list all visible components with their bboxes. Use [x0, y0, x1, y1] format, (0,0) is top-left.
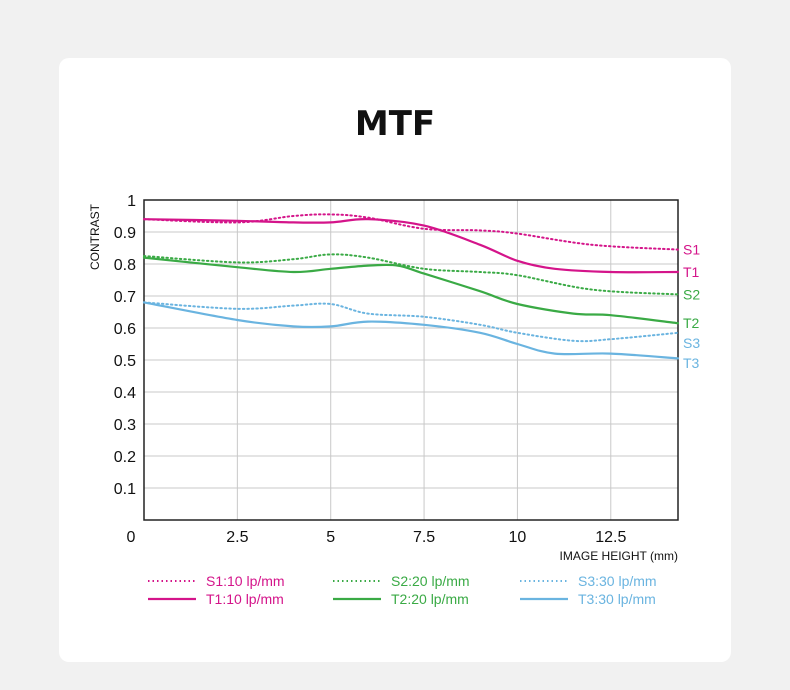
x-tick-label: 10 [509, 529, 527, 546]
x-tick-label: 12.5 [595, 529, 626, 546]
y-tick-label: 0.1 [114, 481, 136, 498]
y-tick-label: 1 [127, 193, 136, 210]
series-line-t2 [142, 256, 680, 325]
y-tick-label: 0.4 [114, 385, 136, 402]
legend-label: S1:10 lp/mm [206, 573, 285, 589]
x-axis-label: IMAGE HEIGHT (mm) [560, 549, 678, 563]
series-end-label: S3 [683, 335, 700, 351]
series-end-label: T1 [683, 264, 700, 280]
y-tick-label: 0.5 [114, 353, 136, 370]
legend: S1:10 lp/mm T1:10 lp/mm S2:20 lp/mm T2:20 l… [148, 573, 657, 607]
legend-label: S2:20 lp/mm [391, 573, 470, 589]
plot-frame [143, 199, 679, 521]
chart-title: MTF [354, 104, 436, 144]
x-tick-label: 5 [326, 529, 335, 546]
legend-label: T3:30 lp/mm [578, 591, 656, 607]
series-line-s2 [143, 253, 679, 296]
series-end-label: S1 [683, 242, 700, 258]
y-tick-label: 0.2 [114, 449, 136, 466]
series-line-t1 [142, 218, 680, 274]
y-axis-label: CONTRAST [88, 203, 102, 270]
origin-label: 0 [127, 529, 136, 546]
y-tick-label: 0.9 [114, 225, 136, 242]
axes: 0.10.20.30.40.50.60.70.80.912.5 5 7.5 10 12.… [88, 193, 679, 563]
series-end-label: T3 [683, 355, 700, 371]
y-tick-label: 0.6 [114, 321, 136, 338]
grid-lines [144, 199, 678, 520]
y-tick-label: 0.7 [114, 289, 136, 306]
y-tick-label: 0.8 [114, 257, 136, 274]
series-end-label: S2 [683, 286, 700, 302]
series-lines [142, 213, 680, 360]
legend-label: S3:30 lp/mm [578, 573, 657, 589]
series-line-t3 [142, 301, 680, 360]
series-line-s3 [143, 301, 679, 343]
end-labels: S1 T1 S2 T2 S3 T3 [683, 242, 700, 372]
series-end-label: T2 [683, 315, 700, 331]
x-tick-label: 7.5 [413, 529, 435, 546]
x-tick-label: 2.5 [226, 529, 248, 546]
y-tick-label: 0.3 [114, 417, 136, 434]
legend-label: T2:20 lp/mm [391, 591, 469, 607]
legend-label: T1:10 lp/mm [206, 591, 284, 607]
